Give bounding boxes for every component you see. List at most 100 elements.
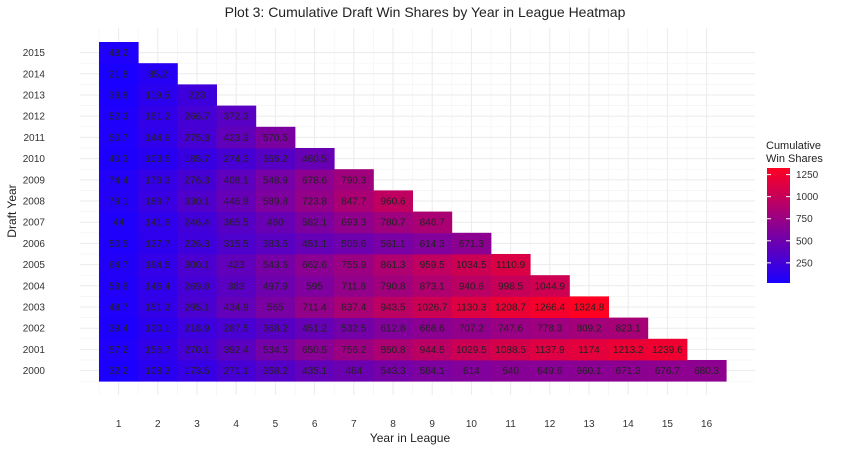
y-tick-label: 2004 bbox=[23, 281, 46, 292]
cell-value-label: 1026.7 bbox=[417, 303, 448, 314]
heatmap-cell bbox=[569, 338, 609, 361]
cell-value-label: 48.7 bbox=[109, 303, 129, 314]
heatmap-cell bbox=[569, 360, 609, 382]
heatmap-cell bbox=[412, 296, 453, 318]
cell-value-label: 365.5 bbox=[224, 218, 249, 229]
cell-value-label: 640 bbox=[502, 366, 519, 377]
y-tick-label: 2003 bbox=[23, 303, 46, 314]
cell-value-label: 671.3 bbox=[616, 366, 641, 377]
heatmap-cell bbox=[255, 275, 296, 297]
cell-value-label: 434.9 bbox=[224, 303, 249, 314]
cell-value-label: 1213.2 bbox=[613, 345, 644, 356]
heatmap-cell bbox=[334, 211, 374, 234]
heatmap-cell bbox=[295, 190, 335, 212]
heatmap-cell bbox=[334, 275, 374, 297]
heatmap-cell bbox=[216, 275, 257, 297]
heatmap-cell bbox=[99, 84, 139, 106]
heatmap-cell bbox=[216, 169, 257, 191]
heatmap-cell bbox=[177, 148, 217, 170]
cell-value-label: 33.8 bbox=[109, 91, 129, 102]
x-tick-label: 10 bbox=[466, 419, 478, 430]
cell-value-label: 39.4 bbox=[109, 324, 129, 335]
cell-value-label: 50.7 bbox=[109, 133, 129, 144]
heatmap-cell bbox=[177, 126, 217, 149]
heatmap-cell bbox=[99, 317, 139, 340]
cell-value-label: 50.5 bbox=[109, 239, 129, 250]
y-axis-title: Draft Year bbox=[5, 184, 19, 237]
heatmap-cell bbox=[295, 360, 335, 382]
cell-value-label: 548.9 bbox=[263, 175, 288, 186]
cell-value-label: 315.5 bbox=[224, 239, 249, 250]
heatmap-cell bbox=[99, 296, 139, 318]
cell-value-label: 678.6 bbox=[302, 175, 327, 186]
cell-value-label: 711.8 bbox=[342, 281, 367, 292]
heatmap-cell bbox=[412, 338, 453, 361]
cell-value-label: 582.1 bbox=[302, 218, 327, 229]
heatmap-cell bbox=[334, 317, 374, 340]
cell-value-label: 1324.8 bbox=[574, 303, 605, 314]
cell-value-label: 52.3 bbox=[109, 112, 129, 123]
heatmap-cell bbox=[138, 190, 178, 212]
cell-value-label: 944.5 bbox=[420, 345, 445, 356]
heatmap-cell bbox=[99, 105, 139, 128]
cell-value-label: 57.2 bbox=[109, 345, 129, 356]
cell-value-label: 287.5 bbox=[224, 324, 249, 335]
heatmap-cell bbox=[138, 84, 178, 106]
heatmap-cell bbox=[295, 338, 335, 361]
cell-value-label: 680.3 bbox=[694, 366, 719, 377]
cell-value-label: 151.3 bbox=[145, 303, 170, 314]
cell-value-label: 873.1 bbox=[420, 281, 445, 292]
cell-value-label: 668.6 bbox=[420, 324, 445, 335]
cell-value-label: 423.3 bbox=[224, 133, 249, 144]
cell-value-label: 543.6 bbox=[263, 260, 288, 271]
cell-value-label: 383 bbox=[228, 281, 245, 292]
cell-labels: 32.2 108.3 173.5 271.1 358.2 435.1 484 543.3 584… bbox=[109, 48, 720, 377]
heatmap-cell bbox=[373, 190, 413, 212]
cell-value-label: 383.5 bbox=[263, 239, 288, 250]
cell-value-label: 274.3 bbox=[224, 154, 249, 165]
heatmap-cell bbox=[216, 190, 257, 212]
heatmap-cell bbox=[255, 254, 296, 276]
heatmap-cell bbox=[216, 211, 257, 234]
heatmap-cell bbox=[216, 254, 257, 276]
cell-value-label: 1208.7 bbox=[495, 303, 526, 314]
heatmap-cell bbox=[451, 254, 492, 276]
cell-value-label: 40.3 bbox=[109, 154, 129, 165]
cell-value-label: 847.7 bbox=[341, 197, 366, 208]
cell-value-label: 543.3 bbox=[380, 366, 405, 377]
cell-value-label: 295.1 bbox=[184, 303, 209, 314]
cell-value-label: 693.3 bbox=[341, 218, 366, 229]
cell-value-label: 1044.9 bbox=[535, 281, 566, 292]
heatmap-cell bbox=[99, 126, 139, 149]
legend-tick-label: 250 bbox=[796, 258, 813, 269]
cell-value-label: 218.9 bbox=[184, 324, 209, 335]
heatmap-cell bbox=[99, 63, 139, 85]
heatmap-cell bbox=[569, 317, 609, 340]
heatmap-cell bbox=[373, 317, 413, 340]
cell-value-label: 707.2 bbox=[459, 324, 484, 335]
heatmap-cell bbox=[255, 148, 296, 170]
cell-value-label: 998.5 bbox=[498, 281, 523, 292]
cell-value-label: 671.3 bbox=[459, 239, 484, 250]
x-tick-label: 16 bbox=[701, 419, 713, 430]
heatmap-cell bbox=[177, 296, 217, 318]
heatmap-cell bbox=[255, 296, 296, 318]
cell-value-label: 74.4 bbox=[109, 175, 129, 186]
heatmap-cell bbox=[451, 317, 492, 340]
cell-value-label: 837.4 bbox=[341, 303, 366, 314]
chart-title: Plot 3: Cumulative Draft Win Shares by Y… bbox=[225, 4, 626, 20]
cell-value-label: 565 bbox=[267, 303, 284, 314]
heatmap-cell bbox=[99, 169, 139, 191]
cell-value-label: 365.2 bbox=[263, 154, 288, 165]
heatmap-cell bbox=[530, 317, 570, 340]
heatmap-cell bbox=[177, 360, 217, 382]
cell-value-label: 676.7 bbox=[655, 366, 680, 377]
legend-tick-label: 1000 bbox=[796, 192, 819, 203]
cell-value-label: 58.8 bbox=[109, 281, 129, 292]
cell-value-label: 119.5 bbox=[146, 91, 171, 102]
heatmap-cell bbox=[255, 169, 296, 191]
heatmap-cell bbox=[412, 211, 453, 234]
cell-value-label: 778.3 bbox=[537, 324, 562, 335]
y-tick-label: 2005 bbox=[23, 260, 46, 271]
